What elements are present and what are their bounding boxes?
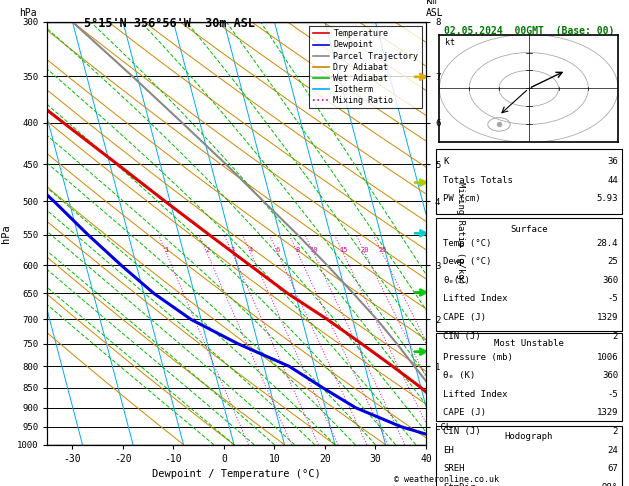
Text: Totals Totals: Totals Totals	[443, 175, 513, 185]
Bar	[435, 332, 622, 421]
Text: EH: EH	[443, 446, 454, 455]
Text: 360: 360	[602, 371, 618, 380]
Text: 2: 2	[613, 331, 618, 341]
Text: 1329: 1329	[596, 408, 618, 417]
Text: Surface: Surface	[510, 225, 548, 234]
Text: 15: 15	[339, 247, 348, 253]
Text: 2: 2	[613, 427, 618, 436]
Text: CAPE (J): CAPE (J)	[443, 408, 486, 417]
Text: Most Unstable: Most Unstable	[494, 339, 564, 347]
Text: θₑ(K): θₑ(K)	[443, 276, 470, 285]
Text: 25: 25	[378, 247, 387, 253]
Text: 1: 1	[164, 247, 169, 253]
Text: Pressure (mb): Pressure (mb)	[443, 353, 513, 362]
Text: StmDir: StmDir	[443, 483, 476, 486]
Text: 4: 4	[248, 247, 253, 253]
Text: -5: -5	[608, 390, 618, 399]
Text: Hodograph: Hodograph	[504, 432, 553, 441]
Bar	[435, 149, 622, 214]
Text: km
ASL: km ASL	[426, 0, 443, 17]
Text: 5°15'N 356°56'W  30m ASL: 5°15'N 356°56'W 30m ASL	[84, 17, 255, 30]
Text: Lifted Index: Lifted Index	[443, 295, 508, 303]
Text: 24: 24	[608, 446, 618, 455]
Legend: Temperature, Dewpoint, Parcel Trajectory, Dry Adiabat, Wet Adiabat, Isotherm, Mi: Temperature, Dewpoint, Parcel Trajectory…	[309, 26, 421, 108]
Text: 2: 2	[205, 247, 209, 253]
Text: 1006: 1006	[596, 353, 618, 362]
Text: 20: 20	[361, 247, 369, 253]
Bar	[435, 426, 622, 486]
Text: 02.05.2024  00GMT  (Base: 00): 02.05.2024 00GMT (Base: 00)	[443, 26, 614, 36]
Text: Temp (°C): Temp (°C)	[443, 239, 492, 247]
Text: 25: 25	[608, 257, 618, 266]
Text: 44: 44	[608, 175, 618, 185]
Text: PW (cm): PW (cm)	[443, 194, 481, 203]
Text: Lifted Index: Lifted Index	[443, 390, 508, 399]
Text: 8: 8	[296, 247, 300, 253]
Text: -5: -5	[608, 295, 618, 303]
Text: hPa: hPa	[19, 8, 36, 17]
Text: 67: 67	[608, 464, 618, 473]
Text: SREH: SREH	[443, 464, 465, 473]
Text: K: K	[443, 157, 448, 166]
Text: 5.93: 5.93	[596, 194, 618, 203]
Text: CIN (J): CIN (J)	[443, 427, 481, 436]
Text: 3: 3	[230, 247, 235, 253]
Y-axis label: hPa: hPa	[1, 224, 11, 243]
Text: θₑ (K): θₑ (K)	[443, 371, 476, 380]
Text: Dewp (°C): Dewp (°C)	[443, 257, 492, 266]
Text: 28.4: 28.4	[596, 239, 618, 247]
Text: CAPE (J): CAPE (J)	[443, 313, 486, 322]
Text: CIN (J): CIN (J)	[443, 331, 481, 341]
Y-axis label: Mixing Ratio (g/kg): Mixing Ratio (g/kg)	[456, 182, 465, 284]
Text: 98°: 98°	[602, 483, 618, 486]
Text: 1329: 1329	[596, 313, 618, 322]
Text: 10: 10	[309, 247, 318, 253]
Text: © weatheronline.co.uk: © weatheronline.co.uk	[394, 474, 499, 484]
Text: 36: 36	[608, 157, 618, 166]
Bar	[435, 219, 622, 330]
Text: 6: 6	[276, 247, 280, 253]
Text: 360: 360	[602, 276, 618, 285]
X-axis label: Dewpoint / Temperature (°C): Dewpoint / Temperature (°C)	[152, 469, 321, 479]
